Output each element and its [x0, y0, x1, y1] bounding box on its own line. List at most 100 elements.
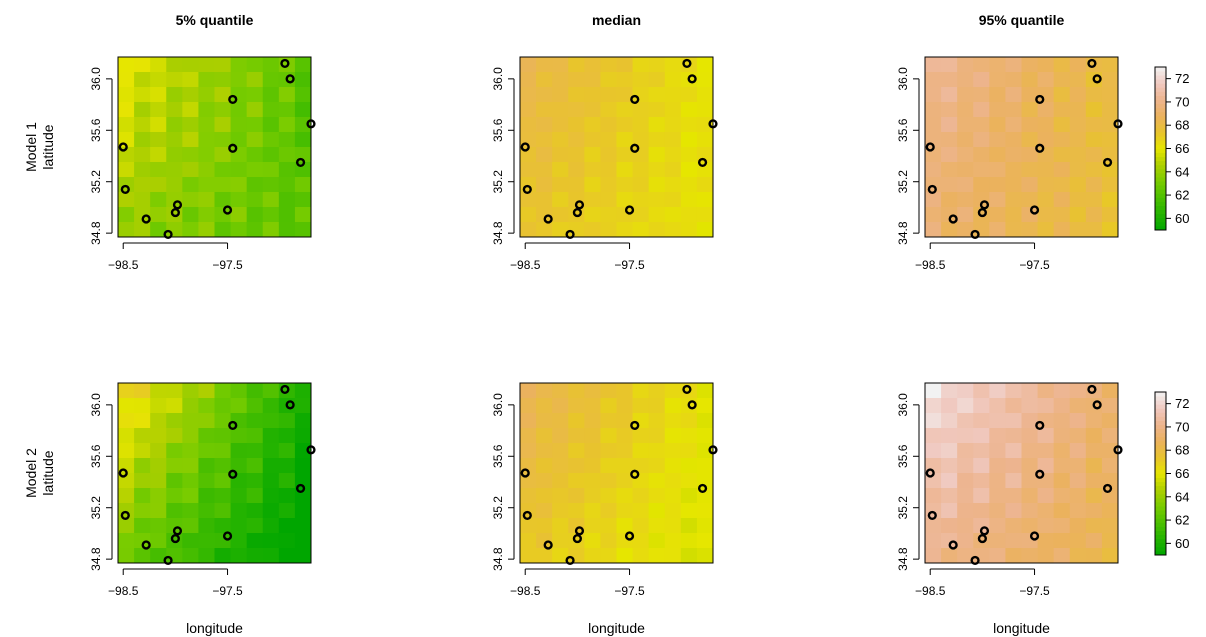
raster-cell	[246, 398, 264, 414]
raster-cell	[696, 207, 714, 223]
colorbar-band	[1155, 473, 1166, 478]
raster-cell	[1037, 87, 1055, 103]
raster-cell	[552, 57, 569, 73]
y-tick-label: 35.6	[89, 118, 103, 142]
raster-cell	[262, 473, 280, 489]
raster-cell	[246, 57, 264, 73]
station-marker	[280, 384, 290, 395]
station-marker	[170, 533, 180, 544]
y-tick-label: 34.8	[896, 221, 910, 245]
plot-frame	[519, 382, 714, 564]
raster-cell	[198, 87, 215, 103]
raster-cell	[584, 207, 601, 223]
raster-cell	[198, 518, 215, 534]
raster-cell	[941, 57, 958, 73]
raster-cell	[925, 548, 942, 564]
raster-cell	[246, 503, 264, 519]
raster-cell	[680, 473, 698, 489]
raster-cell	[616, 207, 633, 223]
raster-cell	[1069, 222, 1087, 238]
raster-cell	[246, 548, 264, 564]
colorbar-tick-label: 62	[1175, 513, 1189, 528]
raster-cell	[648, 548, 666, 564]
colorbar-tick-label: 68	[1175, 443, 1189, 458]
x-tick-label: −98.5	[510, 258, 541, 272]
raster-cell	[166, 473, 183, 489]
raster-cell	[520, 413, 537, 429]
raster-cell	[584, 473, 601, 489]
raster-cell	[536, 147, 553, 163]
raster-cell	[1021, 488, 1038, 504]
raster-cell	[925, 162, 942, 178]
row-label: Model 1	[23, 122, 39, 172]
raster-cell	[664, 87, 682, 103]
raster-cell	[278, 428, 296, 444]
raster-cell	[584, 503, 601, 519]
raster-cell	[246, 192, 264, 208]
raster-cell	[941, 548, 958, 564]
raster-cell	[214, 87, 231, 103]
raster-cell	[134, 548, 151, 564]
raster-cell	[1069, 383, 1087, 399]
raster-cell	[1037, 518, 1055, 534]
raster-cell	[648, 57, 666, 73]
raster-cell	[1069, 458, 1087, 474]
raster-cell	[600, 192, 617, 208]
raster-cell	[989, 473, 1006, 489]
raster-cell	[989, 518, 1006, 534]
colorbar-band	[1155, 453, 1166, 458]
y-tick-label: 35.6	[491, 118, 505, 142]
raster-cell	[1037, 488, 1055, 504]
raster-cell	[941, 222, 958, 238]
raster-cell	[214, 533, 231, 549]
raster-cell	[1069, 207, 1087, 223]
raster-cell	[648, 413, 666, 429]
raster-cell	[150, 72, 167, 88]
raster-cell	[278, 192, 296, 208]
raster-cell	[973, 57, 990, 73]
colorbar-band	[1155, 396, 1166, 401]
station-marker	[565, 229, 575, 240]
raster-cell	[957, 162, 974, 178]
raster-cell	[182, 72, 199, 88]
raster-cell	[294, 222, 312, 238]
raster-cell	[632, 383, 650, 399]
raster-cell	[584, 488, 601, 504]
raster-cell	[182, 383, 199, 399]
raster-cell	[584, 458, 601, 474]
raster-cell	[246, 222, 264, 238]
raster-cell	[230, 72, 248, 88]
raster-cell	[584, 548, 601, 564]
raster-cell	[1069, 87, 1087, 103]
raster-cell	[198, 162, 215, 178]
raster-cell	[648, 503, 666, 519]
raster-cell	[182, 488, 199, 504]
raster-cell	[1053, 428, 1071, 444]
colorbar-band	[1155, 115, 1166, 121]
y-tick-label: 36.0	[491, 67, 505, 91]
raster-cell	[648, 102, 666, 118]
raster-cell	[600, 428, 617, 444]
raster-cell	[230, 147, 248, 163]
raster-cell	[696, 413, 714, 429]
raster-cell	[1005, 57, 1022, 73]
raster-cell	[1053, 503, 1071, 519]
raster-cell	[664, 192, 682, 208]
raster-cell	[696, 503, 714, 519]
station-marker	[280, 58, 290, 69]
raster-cell	[166, 102, 183, 118]
station-marker	[925, 142, 935, 152]
raster-cell	[134, 162, 151, 178]
colorbar-band	[1155, 119, 1166, 125]
raster-cell	[1053, 488, 1071, 504]
raster-cell	[214, 428, 231, 444]
raster-cell	[600, 162, 617, 178]
raster-cell	[973, 87, 990, 103]
y-tick-label: 35.2	[89, 496, 103, 520]
station-marker	[574, 200, 585, 210]
raster-cell	[989, 458, 1006, 474]
raster-cell	[552, 533, 569, 549]
raster-cell	[1069, 533, 1087, 549]
raster-cell	[536, 428, 553, 444]
raster-cell	[1037, 503, 1055, 519]
